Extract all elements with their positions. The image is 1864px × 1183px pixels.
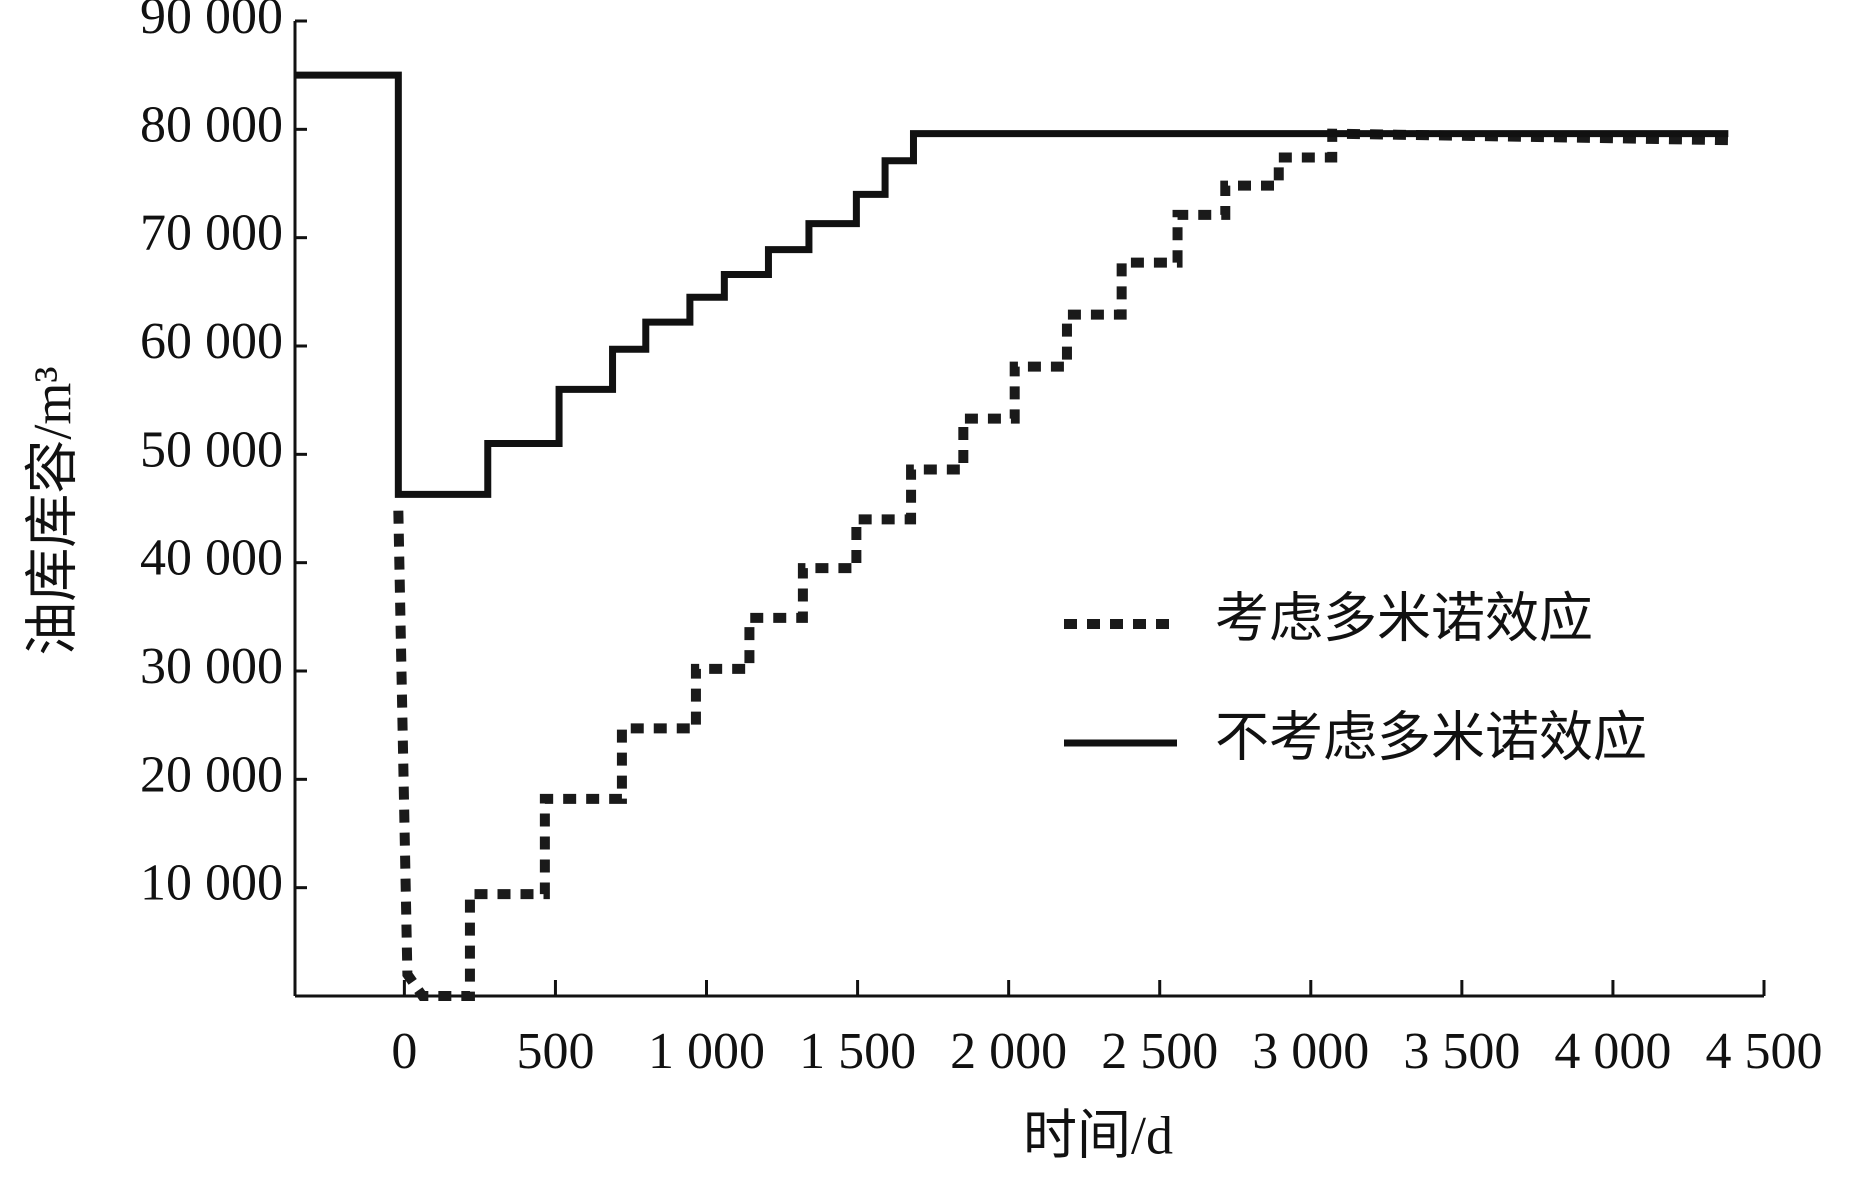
y-tick-label: 70 000: [140, 205, 283, 262]
x-tick-label: 1 000: [648, 1023, 765, 1080]
x-tick-label: 4 500: [1706, 1023, 1823, 1080]
y-tick-label: 20 000: [140, 746, 283, 803]
x-tick-label: 2 500: [1101, 1023, 1218, 1080]
x-tick-label: 3 500: [1403, 1023, 1520, 1080]
legend-label: 不考虑多米诺效应: [1215, 707, 1647, 767]
y-axis-title: 油库库容/m³: [22, 366, 82, 655]
y-tick-label: 60 000: [140, 313, 283, 370]
x-tick-label: 1 500: [799, 1023, 916, 1080]
series-line: [295, 71, 1729, 498]
y-tick-label: 50 000: [140, 421, 283, 478]
y-tick-label: 30 000: [140, 638, 283, 695]
x-tick-label: 3 000: [1252, 1023, 1369, 1080]
x-tick-label: 2 000: [950, 1023, 1067, 1080]
legend-label: 考虑多米诺效应: [1215, 588, 1593, 648]
x-tick-label: 500: [516, 1023, 594, 1080]
x-tick-label: 4 000: [1554, 1023, 1671, 1080]
y-tick-label: 10 000: [140, 855, 283, 912]
y-tick-label: 90 000: [140, 0, 283, 45]
y-tick-label: 40 000: [140, 530, 283, 587]
series-line: [393, 128, 1729, 1001]
y-tick-label: 80 000: [140, 96, 283, 153]
x-tick-label: 0: [391, 1023, 417, 1080]
x-axis-title: 时间/d: [1023, 1105, 1173, 1165]
